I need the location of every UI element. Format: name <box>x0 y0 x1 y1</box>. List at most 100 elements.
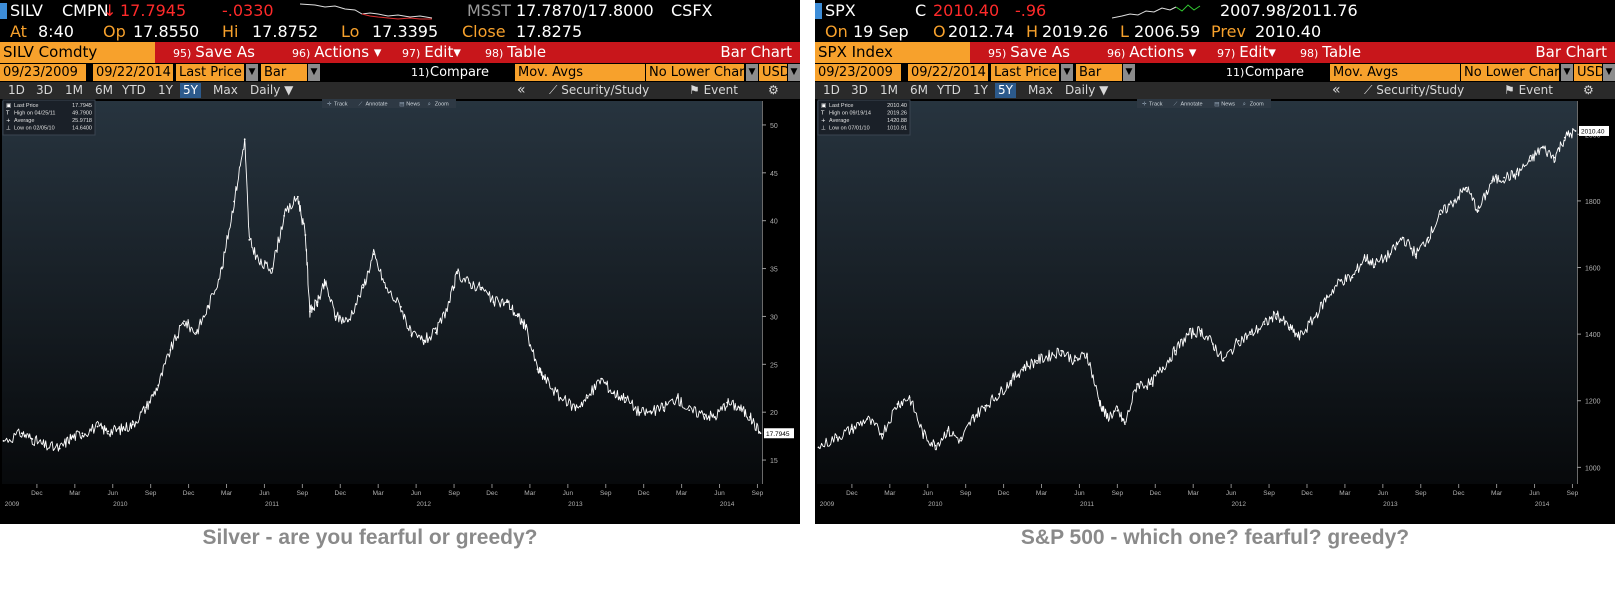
chevron-down-icon[interactable]: ▼ <box>788 64 800 81</box>
event-button[interactable]: ⚑ Event <box>686 83 741 98</box>
lower-chart-select[interactable]: No Lower Chart <box>1461 64 1565 81</box>
collapse-icon[interactable]: « <box>517 82 526 98</box>
chevron-down-icon[interactable]: ▼ <box>1123 64 1135 81</box>
period-1y[interactable]: 1Y <box>158 83 173 97</box>
chart-tool-icon[interactable]: ▤ <box>1214 102 1219 108</box>
chart-tool-zoom[interactable]: Zoom <box>435 102 449 108</box>
chart-tools[interactable]: ✛ Track ⟋ Annotate ▤ News ⌕ Zoom <box>322 99 456 108</box>
frequency-select[interactable]: Daily ▼ <box>1065 83 1109 97</box>
period-5y[interactable]: 5Y <box>995 83 1016 98</box>
mov-avgs-field[interactable]: Mov. Avgs <box>515 64 645 81</box>
chevron-down-icon[interactable]: ▼ <box>1561 64 1573 81</box>
data-point <box>169 349 172 351</box>
data-point <box>107 430 110 433</box>
chart-tool-icon[interactable]: ✛ <box>1142 101 1147 108</box>
lower-chart-select[interactable]: No Lower Chart <box>646 64 750 81</box>
event-button[interactable]: ⚑ Event <box>1501 83 1556 98</box>
compare-button[interactable]: Compare <box>1245 65 1304 80</box>
chevron-down-icon[interactable]: ▼ <box>746 64 758 81</box>
period-5y[interactable]: 5Y <box>180 83 201 98</box>
legend-label: Low on 02/05/10 <box>14 126 55 132</box>
chart-tool-icon[interactable]: ⟋ <box>1174 101 1178 108</box>
period-ytd[interactable]: YTD <box>122 83 146 97</box>
data-point <box>1098 399 1101 402</box>
table-menu[interactable]: 98) Table <box>485 42 546 64</box>
period-3d[interactable]: 3D <box>851 83 868 97</box>
chart-tool-icon[interactable]: ▤ <box>399 102 404 108</box>
period-6m[interactable]: 6M <box>910 83 928 97</box>
period-6m[interactable]: 6M <box>95 83 113 97</box>
chart-tool-annotate[interactable]: Annotate <box>1181 102 1203 108</box>
security-study-button[interactable]: ⟋ Security/Study <box>1361 83 1467 98</box>
gear-icon[interactable]: ⚙ <box>768 83 779 97</box>
chart-tool-news[interactable]: News <box>406 102 420 108</box>
security-study-button[interactable]: ⟋ Security/Study <box>546 83 652 98</box>
edit-menu[interactable]: 97) Edit▾ <box>402 42 461 64</box>
data-point <box>1161 366 1164 369</box>
start-date-field[interactable]: 09/23/2009 <box>0 64 86 81</box>
x-tick-label: Jun <box>714 490 725 497</box>
chevron-down-icon[interactable]: ▼ <box>246 64 258 81</box>
chart-tool-zoom[interactable]: Zoom <box>1250 102 1264 108</box>
chart-tools[interactable]: ✛ Track ⟋ Annotate ▤ News ⌕ Zoom <box>1137 99 1271 108</box>
chart-tool-icon[interactable]: ⌕ <box>1243 102 1246 108</box>
edit-menu[interactable]: 97) Edit▾ <box>1217 42 1276 64</box>
save-as-menu[interactable]: 95) Save As <box>988 42 1070 64</box>
period-max[interactable]: Max <box>213 83 238 97</box>
data-point <box>119 428 122 431</box>
compare-button[interactable]: Compare <box>430 65 489 80</box>
data-point <box>1439 213 1442 216</box>
period-1d[interactable]: 1D <box>823 83 840 97</box>
price-field-select[interactable]: Last Price <box>176 64 244 81</box>
period-ytd[interactable]: YTD <box>937 83 961 97</box>
security-field[interactable]: SPX Index <box>815 42 970 63</box>
stat-label: Close <box>462 22 506 41</box>
gear-icon[interactable]: ⚙ <box>1583 83 1594 97</box>
chart-tool-icon[interactable]: ⟋ <box>359 101 363 108</box>
security-field[interactable]: SILV Comdty <box>0 42 155 63</box>
period-1d[interactable]: 1D <box>8 83 25 97</box>
data-point <box>372 253 375 256</box>
chart-tool-icon[interactable]: ✛ <box>327 101 332 108</box>
chart-tool-icon[interactable]: ⌕ <box>428 102 431 108</box>
collapse-icon[interactable]: « <box>1332 82 1341 98</box>
y-tick-label: 20 <box>770 410 778 417</box>
frequency-select[interactable]: Daily ▼ <box>250 83 294 97</box>
end-date-field[interactable]: 09/22/2014 <box>908 64 988 81</box>
period-1m[interactable]: 1M <box>65 83 83 97</box>
table-menu[interactable]: 98) Table <box>1300 42 1361 64</box>
chart-tools-bar <box>1137 99 1271 108</box>
down-arrow-icon: ↓ <box>103 1 117 20</box>
chart-tool-news[interactable]: News <box>1221 102 1235 108</box>
mov-avgs-field[interactable]: Mov. Avgs <box>1330 64 1460 81</box>
spx-price-chart[interactable]: 100012001400160018002000DecMarJunSepDecM… <box>815 99 1615 524</box>
style-select[interactable]: Bar <box>1076 64 1122 81</box>
style-select[interactable]: Bar <box>261 64 307 81</box>
menu-label: Table <box>1322 43 1362 61</box>
period-1m[interactable]: 1M <box>880 83 898 97</box>
plot-area <box>817 101 1577 484</box>
settings-bar: 09/23/2009 09/22/2014 Last Price ▼ Bar ▼… <box>0 63 800 82</box>
actions-menu[interactable]: 96) Actions ▾ <box>292 42 381 64</box>
silver-price-chart[interactable]: 15 20 25 30 35 40 45 50 Dec Mar Jun Sep Dec Mar Jun Sep… <box>0 99 800 524</box>
actions-menu[interactable]: 96) Actions ▾ <box>1107 42 1196 64</box>
price-field-select[interactable]: Last Price <box>991 64 1059 81</box>
chevron-down-icon[interactable]: ▼ <box>308 64 320 81</box>
period-max[interactable]: Max <box>1028 83 1053 97</box>
menu-number: 95) <box>988 47 1007 60</box>
end-date-field[interactable]: 09/22/2014 <box>93 64 173 81</box>
currency-select[interactable]: USD <box>1574 64 1605 81</box>
chart-tool-annotate[interactable]: Annotate <box>366 102 388 108</box>
period-3d[interactable]: 3D <box>36 83 53 97</box>
chart-tool-track[interactable]: Track <box>334 102 348 108</box>
currency-select[interactable]: USD <box>759 64 790 81</box>
chart-tool-track[interactable]: Track <box>1149 102 1163 108</box>
chevron-down-icon[interactable]: ▼ <box>1061 64 1073 81</box>
start-date-field[interactable]: 09/23/2009 <box>815 64 901 81</box>
chevron-down-icon[interactable]: ▼ <box>1603 64 1615 81</box>
data-point <box>738 406 741 409</box>
data-point <box>243 138 246 141</box>
x-tick-label: Sep <box>960 490 972 497</box>
period-1y[interactable]: 1Y <box>973 83 988 97</box>
save-as-menu[interactable]: 95) Save As <box>173 42 255 64</box>
